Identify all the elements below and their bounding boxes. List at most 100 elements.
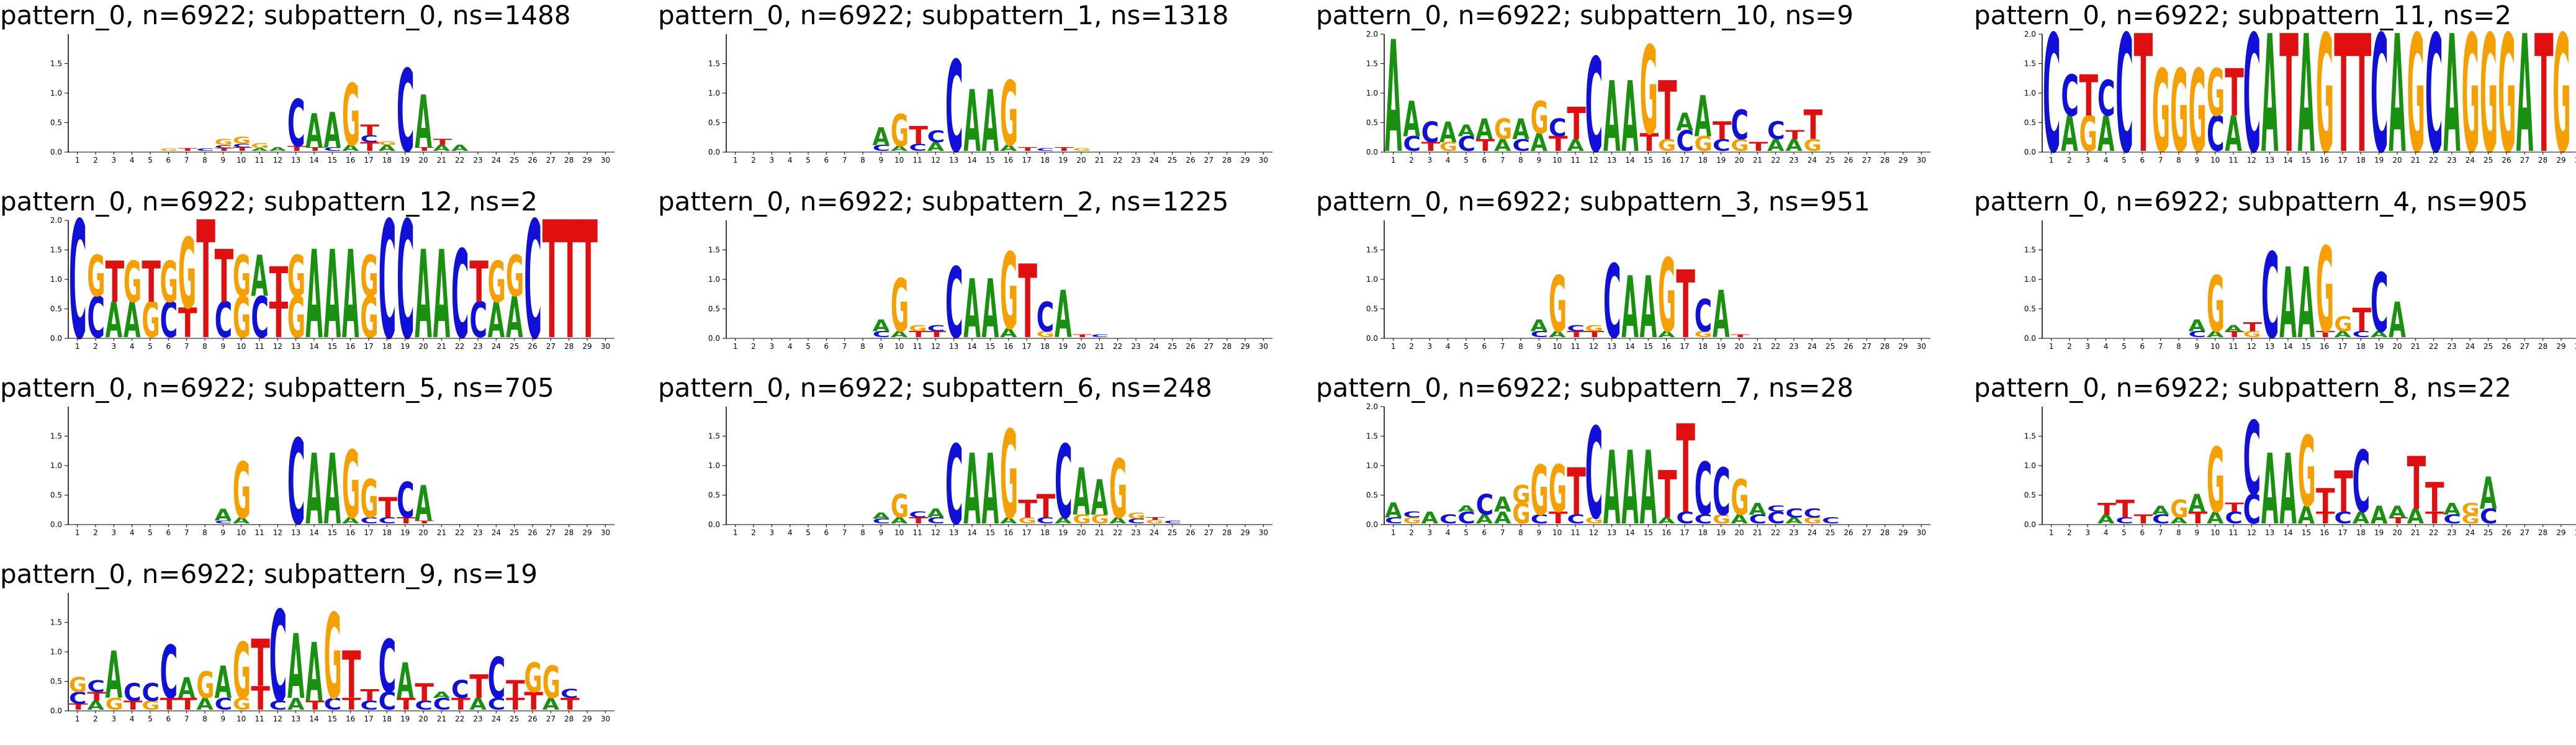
y-tick-label: 0.5 bbox=[708, 491, 720, 500]
x-tick-label: 6 bbox=[1482, 342, 1487, 351]
logo-letter-C: C bbox=[2261, 230, 2279, 366]
logo-letter-T: T bbox=[342, 638, 361, 713]
logo-letter-T: T bbox=[2425, 475, 2444, 522]
logo-letter-A: A bbox=[433, 690, 451, 700]
logo-letter-A: A bbox=[891, 145, 908, 153]
x-tick-label: 8 bbox=[1518, 342, 1523, 351]
x-tick-label: 23 bbox=[2447, 342, 2456, 351]
logo-letter-C: C bbox=[2243, 485, 2261, 533]
logo-letter-A: A bbox=[873, 317, 889, 335]
x-tick-label: 29 bbox=[1240, 156, 1250, 165]
logo-letter-A: A bbox=[1055, 278, 1071, 353]
panel-title: pattern_0, n=6922; subpattern_10, ns=9 bbox=[1316, 0, 1853, 30]
logo-letter-C: C bbox=[2152, 512, 2170, 526]
logo-letter-T: T bbox=[415, 679, 434, 707]
logo-letter-A: A bbox=[963, 263, 981, 356]
x-tick-label: 9 bbox=[221, 156, 226, 165]
x-tick-label: 4 bbox=[130, 342, 135, 351]
x-tick-label: 19 bbox=[2374, 342, 2384, 351]
logo-letter-A: A bbox=[1476, 512, 1494, 526]
logo-letter-A: A bbox=[2389, 1, 2405, 189]
x-tick-label: 14 bbox=[1625, 156, 1634, 165]
logo-letter-A: A bbox=[488, 293, 505, 349]
logo-letter-A: A bbox=[215, 506, 232, 525]
x-tick-label: 4 bbox=[130, 528, 135, 537]
logo-letter-G: G bbox=[215, 138, 233, 147]
x-tick-label: 19 bbox=[1058, 528, 1068, 537]
x-tick-label: 25 bbox=[1168, 156, 1177, 165]
logo-letter-C: C bbox=[2243, 1, 2261, 189]
x-tick-label: 21 bbox=[437, 528, 446, 537]
logo-letter-A: A bbox=[1658, 330, 1675, 339]
logo-letter-A: A bbox=[87, 698, 105, 713]
y-tick-label: 0.5 bbox=[1366, 305, 1378, 314]
logo-letter-G: G bbox=[488, 250, 506, 315]
logo-letter-G: G bbox=[142, 293, 160, 349]
logo-letter-T: T bbox=[87, 690, 106, 704]
x-tick-label: 8 bbox=[202, 715, 207, 723]
logo-letter-T: T bbox=[215, 235, 234, 319]
x-tick-label: 29 bbox=[582, 342, 592, 351]
logo-letter-T: T bbox=[1804, 102, 1823, 150]
logo-letter-C: C bbox=[1037, 147, 1055, 152]
x-tick-label: 22 bbox=[1113, 156, 1122, 165]
x-tick-label: 14 bbox=[967, 342, 976, 351]
x-tick-label: 12 bbox=[931, 528, 940, 537]
x-tick-label: 4 bbox=[788, 528, 793, 537]
x-tick-label: 24 bbox=[1808, 156, 1817, 165]
logo-letter-T: T bbox=[196, 188, 215, 376]
x-tick-label: 12 bbox=[931, 156, 940, 165]
logo-letter-A: A bbox=[2261, 433, 2279, 546]
logo-letter-C: C bbox=[1585, 402, 1603, 548]
x-tick-label: 23 bbox=[473, 156, 482, 165]
logo-panel: pattern_0, n=6922; subpattern_5, ns=705 0… bbox=[0, 372, 627, 559]
logo-letter-C: C bbox=[269, 585, 287, 731]
x-tick-label: 20 bbox=[2392, 528, 2402, 537]
x-tick-label: 26 bbox=[528, 156, 537, 165]
x-tick-label: 17 bbox=[2338, 156, 2347, 165]
logo-letter-A: A bbox=[342, 516, 359, 525]
x-tick-label: 5 bbox=[148, 528, 153, 537]
x-tick-label: 17 bbox=[1680, 342, 1689, 351]
logo-letter-T: T bbox=[124, 698, 143, 713]
x-tick-label: 28 bbox=[564, 528, 574, 537]
x-tick-label: 25 bbox=[510, 528, 519, 537]
logo-plot: 0.00.51.01.51 2 3 4 5 6 7 8 9 10 11 12 13 14 15 16 17 18 1… bbox=[2024, 400, 2576, 546]
logo-letter-C: C bbox=[1091, 333, 1109, 338]
logo-letter-G: G bbox=[2170, 495, 2188, 523]
logo-letter-T: T bbox=[2389, 516, 2408, 525]
y-tick-label: 0.0 bbox=[50, 520, 62, 529]
x-tick-label: 14 bbox=[309, 528, 318, 537]
x-tick-label: 11 bbox=[912, 156, 922, 165]
y-tick-label: 1.5 bbox=[50, 432, 62, 441]
logo-letter-G: G bbox=[196, 665, 214, 707]
x-tick-label: 13 bbox=[1607, 528, 1616, 537]
x-tick-label: 21 bbox=[437, 156, 446, 165]
x-tick-label: 7 bbox=[1500, 528, 1505, 537]
y-tick-label: 0.5 bbox=[2024, 119, 2036, 127]
logo-letter-A: A bbox=[1640, 258, 1657, 358]
logo-letter-A: A bbox=[415, 81, 431, 165]
logo-letter-C: C bbox=[945, 35, 963, 181]
x-tick-label: 5 bbox=[2122, 156, 2127, 165]
x-tick-label: 2 bbox=[751, 156, 756, 165]
logo-letter-T: T bbox=[106, 249, 125, 315]
logo-letter-A: A bbox=[1658, 516, 1675, 525]
x-tick-label: 27 bbox=[1862, 528, 1871, 537]
x-tick-label: 23 bbox=[1789, 156, 1798, 165]
logo-plot: 0.00.51.01.51 2 3 4 5 6 7 8 9 10 11 12 13 14 15 16 17 18 1… bbox=[50, 34, 615, 178]
x-tick-label: 7 bbox=[1500, 342, 1505, 351]
logo-letter-C: C bbox=[1512, 136, 1530, 155]
logo-letter-T: T bbox=[1567, 99, 1586, 150]
x-tick-label: 11 bbox=[2228, 342, 2238, 351]
logo-letter-A: A bbox=[2061, 107, 2078, 163]
x-tick-label: 7 bbox=[842, 342, 847, 351]
x-tick-label: 4 bbox=[2104, 342, 2109, 351]
x-tick-label: 3 bbox=[2086, 528, 2091, 537]
x-tick-label: 22 bbox=[1113, 528, 1122, 537]
logo-letter-T: T bbox=[1018, 495, 1037, 523]
x-tick-label: 9 bbox=[879, 528, 884, 537]
x-tick-label: 6 bbox=[2140, 342, 2145, 351]
logo-letter-T: T bbox=[251, 680, 270, 718]
logo-letter-G: G bbox=[87, 244, 105, 309]
